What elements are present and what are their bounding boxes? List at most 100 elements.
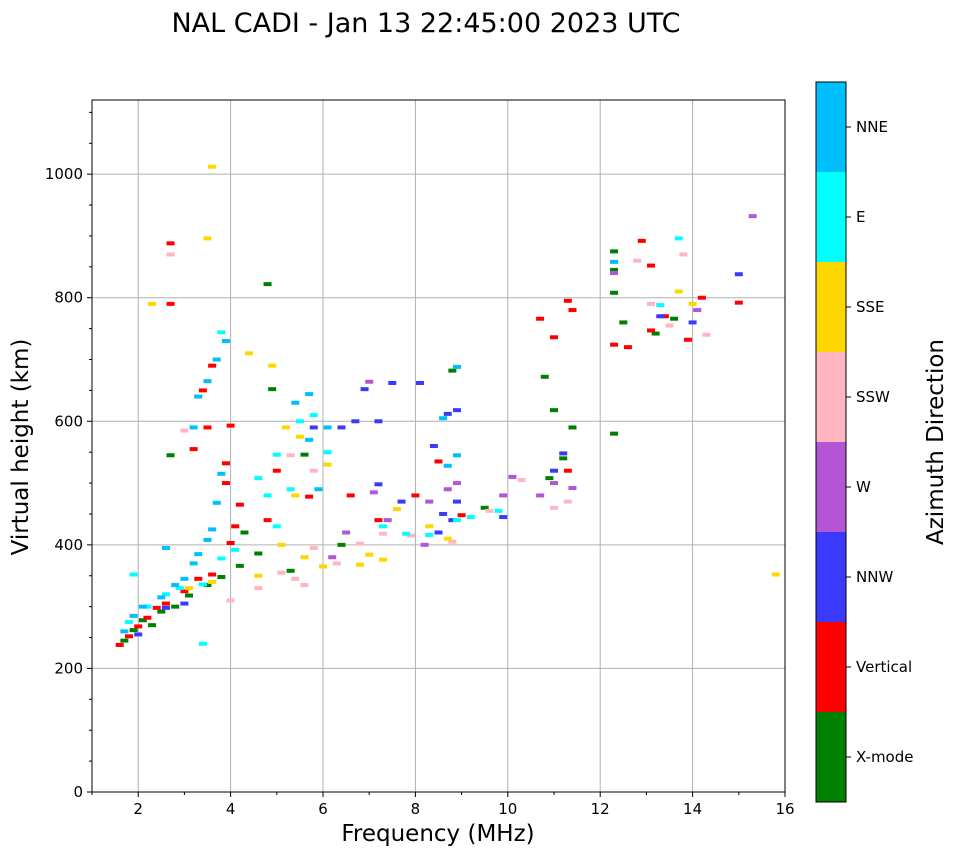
echo-point-nnw [499,515,508,520]
colorbar-tick-label: E [856,208,865,226]
echo-point-vertical [115,642,124,647]
echo-point-ssw [485,508,494,513]
echo-point-x-mode [448,368,457,373]
echo-point-nne [161,545,170,550]
echo-point-e [124,620,133,625]
echo-point-nne [221,338,230,343]
echo-point-vertical [194,576,203,581]
y-tick-label: 800 [54,289,83,307]
echo-point-vertical [180,589,189,594]
echo-point-e [272,524,281,529]
echo-point-x-mode [263,282,272,287]
echo-point-ssw [226,598,235,603]
echo-point-ssw [309,545,318,550]
echo-point-ssw [665,323,674,328]
echo-point-nnw [656,314,665,319]
echo-point-w [499,493,508,498]
echo-point-x-mode [610,249,619,254]
grid-lines [92,100,786,793]
echo-point-x-mode [550,408,558,413]
echo-point-x-mode [240,530,249,535]
echo-point-e [402,531,411,536]
echo-point-w [693,308,702,313]
echo-point-vertical [647,263,656,268]
echo-point-ssw [406,533,415,538]
echo-point-vertical [263,518,272,523]
echo-point-vertical [610,342,619,347]
echo-point-e [674,236,683,241]
echo-point-w [365,379,374,384]
echo-point-sse [291,493,300,498]
echo-point-nne [120,629,129,634]
echo-point-ssw [277,570,286,575]
echo-point-vertical [203,425,212,430]
echo-point-sse [277,542,286,547]
y-tick-label: 200 [54,659,83,677]
echo-point-w [452,481,461,486]
echo-point-e [143,604,152,609]
x-tick-label: 12 [591,800,610,818]
echo-point-sse [208,579,217,584]
colorbar-tick-label: X-mode [856,748,913,766]
echo-point-ssw [286,453,295,458]
echo-point-vertical [434,459,443,464]
echo-point-x-mode [120,638,129,643]
echo-point-w [425,499,434,504]
colorbar-tick-label: NNE [856,118,888,136]
echo-point-vertical [152,605,161,610]
echo-point-vertical [536,316,545,321]
echo-point-vertical [563,298,572,303]
echo-point-nne [314,487,323,492]
echo-point-w [748,214,757,219]
echo-point-vertical [660,314,669,319]
echo-point-sse [295,434,304,439]
echo-point-e [466,515,475,520]
colorbar-tick-label: W [856,478,871,496]
echo-point-ssw [550,505,558,510]
x-tick-label: 2 [133,800,143,818]
echo-point-sse [355,562,364,567]
plot-area-frame [91,99,786,793]
echo-point-nne [208,527,217,532]
echo-point-x-mode [217,574,226,579]
y-tick-label: 400 [54,536,83,554]
echo-point-vertical [623,345,632,350]
echo-point-x-mode [610,290,619,295]
echo-point-vertical [221,461,230,466]
echo-point-ssw [633,258,642,263]
echo-point-x-mode [651,331,660,336]
echo-point-ssw [517,477,526,482]
echo-point-ssw [332,561,341,566]
y-tick-label: 600 [54,412,83,430]
echo-point-nnw [439,511,448,516]
echo-point-nnw [134,632,143,637]
echo-point-sse [268,363,277,368]
echo-point-nne [189,561,198,566]
echo-point-nnw [434,530,443,535]
echo-point-ssw [702,332,711,337]
x-tick-label: 14 [683,800,702,818]
echo-point-nnw [374,482,383,487]
echo-point-vertical [226,541,235,546]
echo-point-vertical [734,300,743,305]
echo-point-nnw [360,387,369,392]
echo-point-nnw [351,419,360,424]
echo-point-vertical [346,493,355,498]
echo-point-vertical [697,295,706,300]
echo-point-vertical [411,493,420,498]
echo-point-vertical [683,337,692,342]
colorbar-tick-label: NNW [856,568,893,586]
echo-point-nne [305,437,314,442]
colorbar-segment-w [816,442,846,532]
echo-point-vertical [166,301,175,306]
echo-point-nne [138,604,147,609]
echo-point-w [568,486,577,491]
echo-point-sse [245,351,254,356]
echo-point-nnw [688,320,697,325]
echo-point-sse [392,507,401,512]
echo-point-x-mode [619,320,628,325]
echo-point-ssw [166,252,175,257]
echo-point-nne [212,357,221,362]
y-axis-ticks: 0 200 400 600 800 1000 [45,111,92,801]
echo-point-nnw [452,408,461,413]
